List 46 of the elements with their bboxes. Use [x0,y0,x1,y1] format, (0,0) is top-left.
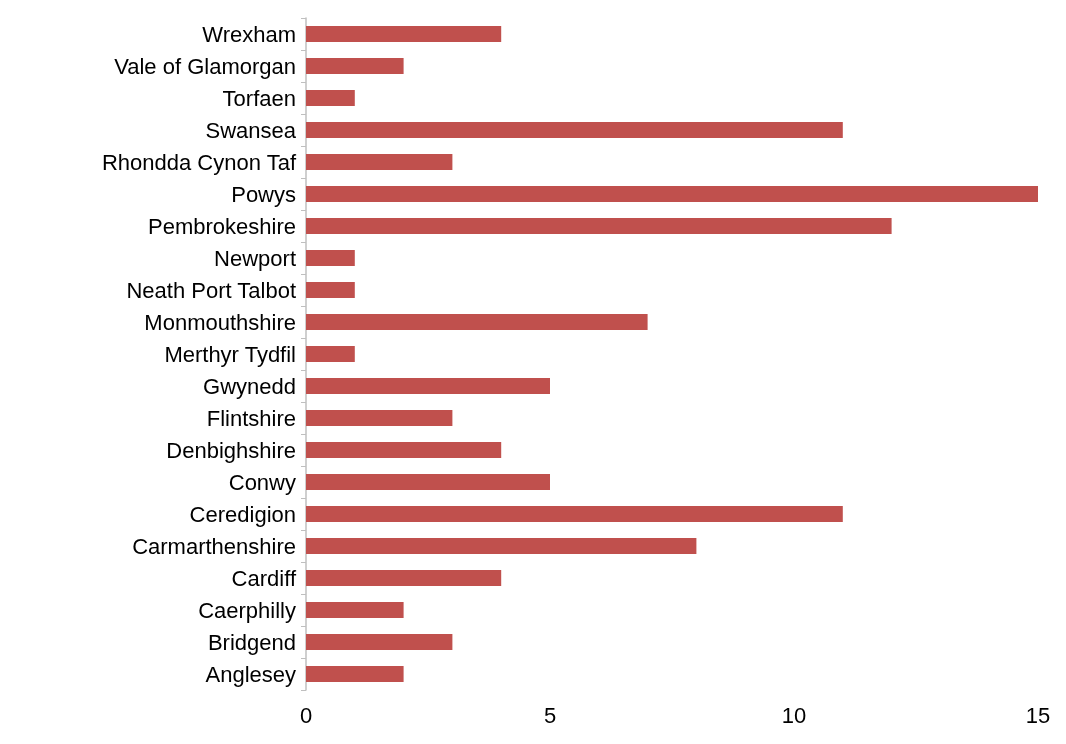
bar [306,634,453,650]
x-tick-label: 15 [1025,702,1051,728]
y-tick-label: Caerphilly [198,597,296,623]
y-tick-label: Newport [214,245,296,271]
bar [306,474,550,490]
y-tick-label: Monmouthshire [144,309,296,335]
y-tick-label: Powys [231,181,296,207]
y-tick-label: Ceredigion [189,501,296,527]
y-tick-label: Swansea [205,117,297,143]
y-tick-label: Carmarthenshire [132,533,296,559]
bar [306,90,355,106]
bar [306,186,1038,202]
y-tick-label: Neath Port Talbot [126,277,296,303]
bar [306,154,453,170]
y-tick-label: Vale of Glamorgan [114,53,296,79]
y-tick-label: Pembrokeshire [148,213,296,239]
bar [306,506,843,522]
y-tick-label: Cardiff [231,565,297,591]
x-tick-label: 0 [299,702,313,728]
y-tick-label: Rhondda Cynon Taf [101,149,297,175]
y-tick-label: Bridgend [207,629,296,655]
bar [306,26,502,42]
y-tick-label: Wrexham [202,21,296,47]
bar [306,602,404,618]
y-tick-label: Conwy [228,469,296,495]
bar [306,122,843,138]
x-tick-label: 10 [781,702,807,728]
x-tick-label: 5 [543,702,557,728]
bar [306,58,404,74]
bar [306,346,355,362]
bar [306,282,355,298]
bar [306,218,892,234]
bar [306,250,355,266]
y-tick-label: Denbighshire [166,437,296,463]
y-tick-label: Gwynedd [203,373,296,399]
y-tick-label: Torfaen [222,85,296,111]
bar [306,442,502,458]
y-tick-label: Merthyr Tydfil [164,341,296,367]
bar [306,314,648,330]
y-tick-label: Flintshire [206,405,296,431]
bar [306,378,550,394]
bar [306,410,453,426]
bar [306,570,502,586]
y-tick-label: Anglesey [205,661,296,687]
bar [306,538,697,554]
bar [306,666,404,682]
